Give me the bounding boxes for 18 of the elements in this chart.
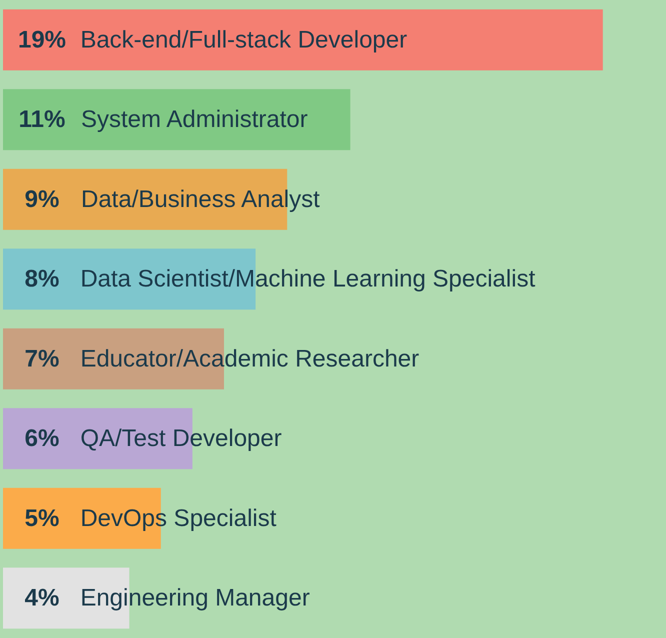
- y-tick-label: Data/Business Analyst: [68, 186, 320, 213]
- bar: [3, 89, 350, 150]
- data-label: 8%: [24, 266, 60, 293]
- data-label: 7%: [24, 345, 60, 372]
- data-label: 19%: [18, 26, 66, 54]
- y-tick-label: QA/Test Developer: [66, 425, 282, 452]
- y-tick-label: Data Scientist/Machine Learning Specialist: [67, 266, 536, 293]
- data-label: 4%: [24, 584, 60, 612]
- data-label: 11%: [18, 106, 66, 134]
- data-label: 5%: [24, 504, 60, 532]
- bar: [3, 9, 603, 70]
- y-tick-label: Engineering Manager: [67, 584, 310, 612]
- y-tick-label: System Administrator: [68, 106, 308, 134]
- y-tick-label: Back-end/Full-stack Developer: [67, 26, 408, 54]
- y-tick-label: Educator/Academic Researcher: [66, 345, 420, 372]
- data-label: 9%: [24, 186, 60, 213]
- y-tick-label: DevOps Specialist: [66, 504, 277, 532]
- data-label: 6%: [24, 425, 60, 452]
